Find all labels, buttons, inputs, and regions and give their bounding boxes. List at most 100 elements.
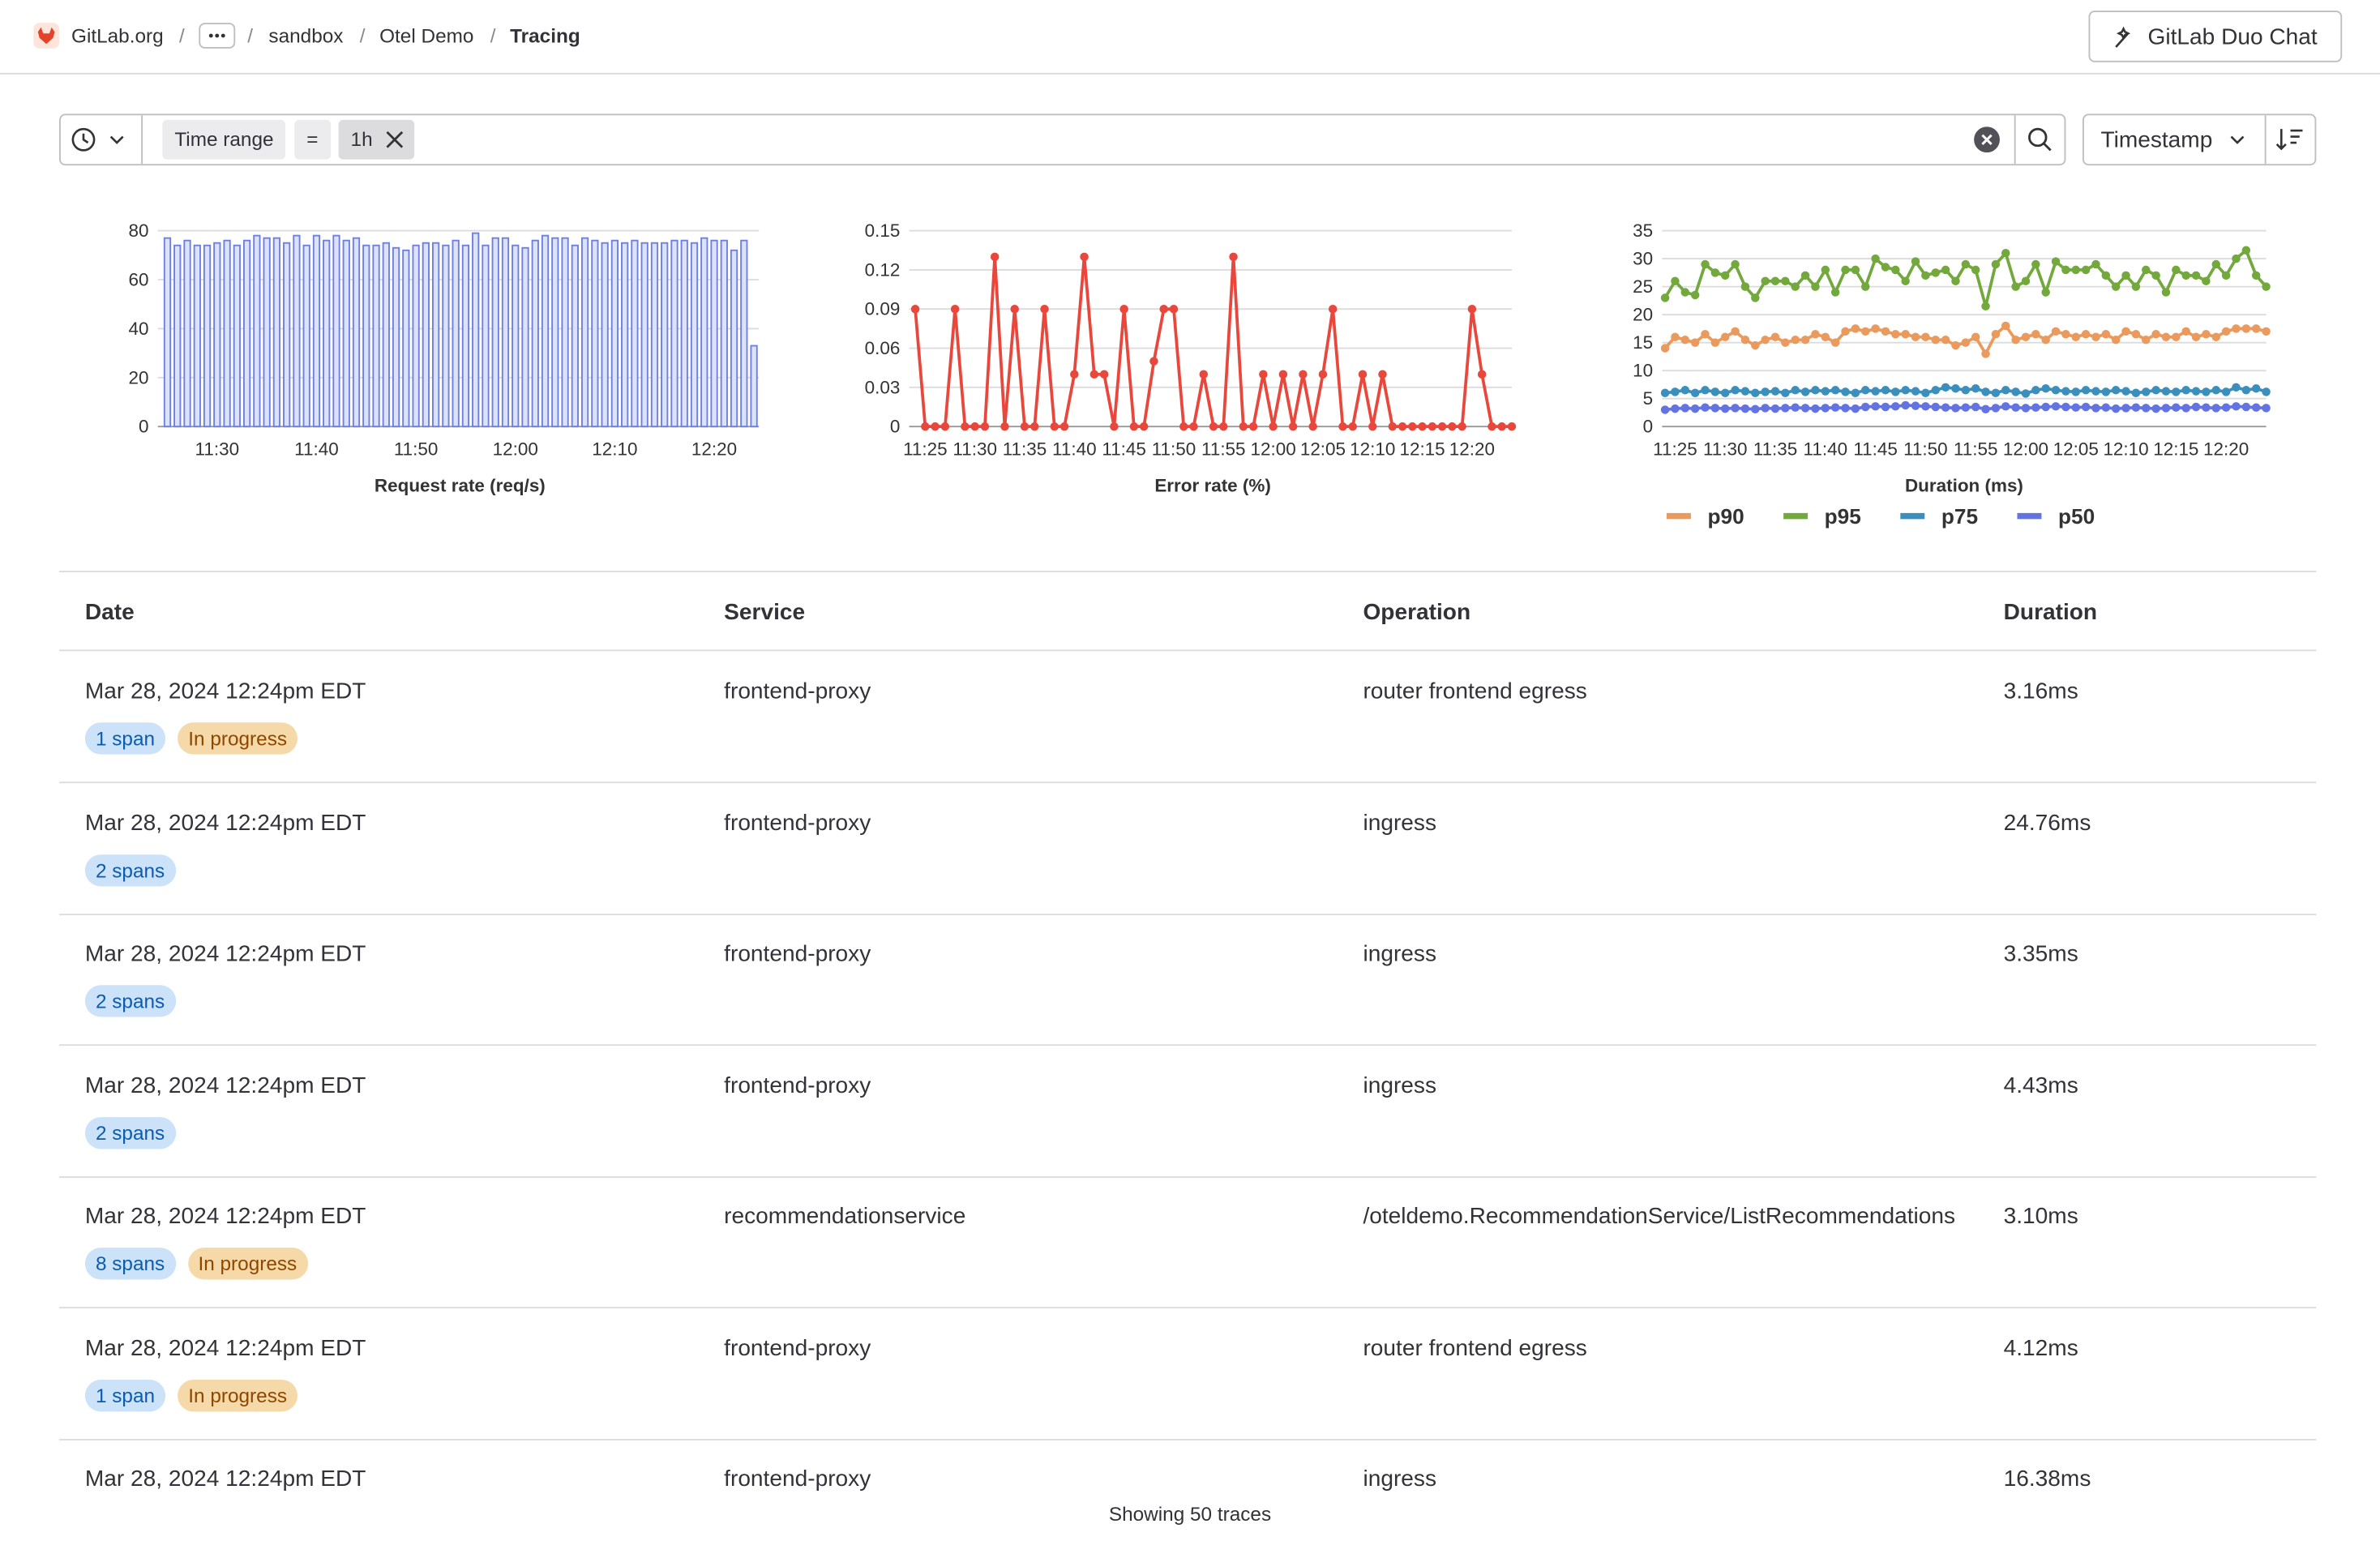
- legend-label[interactable]: p75: [1941, 504, 1978, 529]
- point: [1010, 304, 1019, 314]
- bar: [312, 234, 321, 428]
- breadcrumb[interactable]: GitLab.org: [71, 24, 164, 48]
- point: [2041, 288, 2050, 297]
- point: [1911, 401, 1920, 410]
- point: [2262, 327, 2271, 336]
- sort-field[interactable]: Timestamp: [2100, 127, 2213, 154]
- clear-button[interactable]: [1973, 126, 2001, 153]
- token-remove[interactable]: [384, 129, 405, 150]
- point: [1731, 259, 1740, 269]
- legend-label[interactable]: p50: [2058, 504, 2095, 529]
- bar: [323, 239, 331, 428]
- trace-date: Mar 28, 2024 12:24pm EDT: [84, 940, 366, 967]
- divider: [2264, 115, 2267, 165]
- x-tick-label: 12:00: [1251, 439, 1296, 460]
- bar: [422, 242, 430, 428]
- point: [1219, 422, 1228, 431]
- point: [2101, 403, 2111, 412]
- point: [2241, 324, 2251, 333]
- trace-date: Mar 28, 2024 12:24pm EDT: [84, 1466, 366, 1492]
- bar: [412, 244, 420, 428]
- duo-chat-button[interactable]: GitLab Duo Chat: [2088, 11, 2343, 62]
- bar: [163, 237, 172, 428]
- point: [2071, 403, 2081, 412]
- topbar-border: [0, 72, 2380, 75]
- point: [1851, 324, 1860, 333]
- point: [1660, 344, 1670, 353]
- point: [1800, 387, 1810, 396]
- point: [2121, 404, 2130, 413]
- point: [1671, 404, 1680, 413]
- bar: [521, 246, 529, 428]
- breadcrumb-current: Tracing: [510, 24, 580, 48]
- point: [2091, 259, 2100, 269]
- y-tick-label: 35: [1633, 220, 1653, 241]
- trace-service: frontend-proxy: [724, 1334, 871, 1361]
- point: [2232, 383, 2241, 392]
- bar: [452, 239, 460, 428]
- column-header: Service: [724, 599, 806, 626]
- point: [1169, 304, 1179, 314]
- y-tick-label: 0.03: [865, 377, 901, 397]
- more-button[interactable]: [199, 23, 236, 49]
- badges: 1 span In progress: [84, 1379, 310, 1411]
- sort-control[interactable]: [2082, 113, 2317, 166]
- point: [2091, 332, 2100, 341]
- bar: [501, 237, 510, 428]
- legend-label[interactable]: p95: [1825, 504, 1861, 529]
- point: [2051, 327, 2061, 336]
- point: [970, 422, 979, 431]
- point: [1871, 387, 1880, 396]
- point: [2001, 402, 2010, 411]
- legend-label[interactable]: p90: [1708, 504, 1744, 529]
- y-tick-label: 0.12: [865, 259, 901, 280]
- bar: [372, 244, 380, 428]
- point: [1308, 422, 1317, 431]
- point: [2211, 386, 2221, 395]
- breadcrumb[interactable]: Otel Demo: [379, 24, 474, 48]
- history-dropdown[interactable]: [70, 126, 131, 153]
- y-tick-label: 20: [129, 367, 149, 387]
- point: [1901, 386, 1910, 395]
- table-border: [59, 571, 2317, 572]
- point: [1800, 404, 1810, 413]
- token-value[interactable]: 1h: [338, 119, 415, 160]
- bar: [402, 249, 410, 428]
- bar: [461, 244, 470, 428]
- point: [2011, 403, 2020, 412]
- trace-duration: 4.12ms: [2003, 1334, 2078, 1361]
- point: [2151, 271, 2160, 280]
- point: [1701, 330, 1710, 339]
- point: [1248, 422, 1258, 431]
- x-tick-label: 12:15: [1399, 439, 1445, 460]
- bar: [491, 237, 499, 428]
- trace-service: frontend-proxy: [724, 940, 871, 967]
- point: [2232, 324, 2241, 333]
- gitlab-logo[interactable]: [33, 23, 60, 49]
- point: [1000, 422, 1009, 431]
- point: [1720, 332, 1730, 341]
- point: [1971, 265, 1980, 275]
- point: [1901, 400, 1910, 410]
- point: [2211, 332, 2221, 341]
- point: [1259, 370, 1268, 379]
- point: [1821, 332, 1830, 341]
- span-count-badge: 2 spans: [84, 1116, 176, 1149]
- bar: [601, 242, 609, 428]
- search-button[interactable]: [2027, 126, 2054, 153]
- point: [1761, 276, 1770, 285]
- point: [1911, 257, 1920, 266]
- point: [1921, 388, 1930, 397]
- point: [1991, 330, 2001, 339]
- bar: [472, 232, 480, 428]
- trace-service: frontend-proxy: [724, 1072, 871, 1098]
- filter-bar[interactable]: [59, 113, 2066, 166]
- breadcrumb[interactable]: sandbox: [268, 24, 344, 48]
- bar: [670, 239, 678, 428]
- point: [1851, 404, 1860, 413]
- point: [1089, 370, 1099, 379]
- bar: [432, 242, 440, 428]
- x-tick-label: 12:05: [1300, 439, 1346, 460]
- trace-duration: 24.76ms: [2003, 809, 2091, 836]
- sort-direction[interactable]: [2275, 126, 2305, 153]
